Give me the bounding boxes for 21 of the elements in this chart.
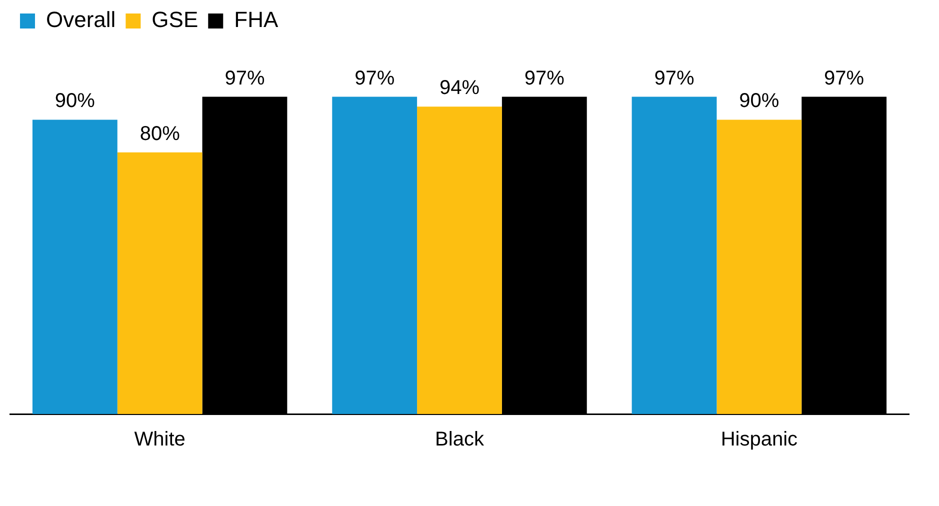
data-label: 90%: [739, 90, 780, 112]
data-label: 97%: [524, 67, 565, 90]
bar: [332, 96, 418, 414]
data-label: 97%: [824, 67, 864, 90]
data-label: 94%: [439, 77, 480, 100]
bar: [632, 96, 717, 414]
legend-label: GSE: [152, 7, 198, 32]
bar: [716, 120, 802, 414]
legend-label: FHA: [234, 7, 278, 32]
bar: [32, 120, 118, 414]
x-tick-label: Black: [435, 428, 485, 451]
data-label: 97%: [224, 67, 265, 90]
data-label: 97%: [354, 67, 395, 90]
data-label: 80%: [140, 122, 180, 145]
x-tick-label: Hispanic: [720, 428, 798, 451]
x-tick-label: White: [134, 428, 186, 451]
data-label: 97%: [654, 67, 694, 90]
legend-label: Overall: [46, 7, 116, 32]
bar: [117, 152, 202, 414]
bar: [417, 106, 502, 414]
data-label: 90%: [54, 90, 96, 112]
